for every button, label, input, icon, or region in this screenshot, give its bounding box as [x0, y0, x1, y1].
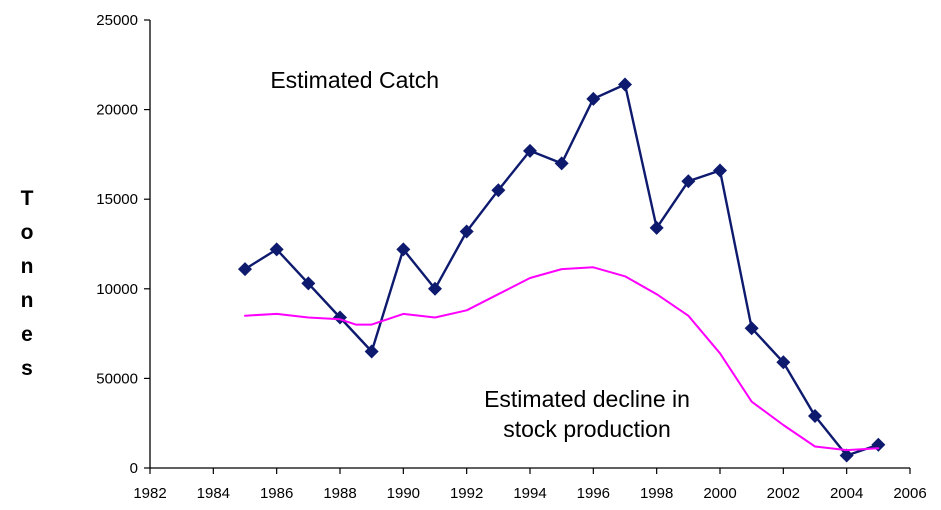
y-tick-label: 20000	[96, 102, 138, 119]
x-tick-label: 1996	[577, 485, 610, 502]
data-point-marker	[301, 276, 316, 291]
y-axis-label-letter: o	[21, 221, 34, 244]
x-tick-label: 2000	[703, 485, 736, 502]
x-tick-label: 1998	[640, 485, 673, 502]
y-tick-label: 50000	[96, 370, 138, 387]
data-point-marker	[744, 321, 759, 336]
x-tick-label: 1992	[450, 485, 483, 502]
data-point-marker	[364, 344, 379, 359]
y-axis-label-letter: T	[21, 187, 34, 210]
series-line-2	[244, 266, 880, 452]
data-point-marker	[713, 163, 727, 178]
chart-axes	[144, 19, 911, 474]
annotation-text: Estimated decline in	[484, 386, 690, 412]
x-tick-label: 1994	[513, 485, 546, 502]
y-axis-label-letter: n	[21, 255, 34, 278]
y-tick-label: 15000	[96, 191, 138, 208]
data-point-marker	[554, 156, 569, 171]
x-tick-label: 2002	[767, 485, 800, 502]
y-tick-label: 0	[130, 460, 138, 477]
x-tick-label: 2004	[830, 485, 863, 502]
data-point-marker	[808, 409, 822, 424]
x-tick-label: 1990	[387, 485, 420, 502]
data-point-marker	[776, 355, 791, 370]
data-point-marker	[586, 91, 601, 106]
data-point-marker	[618, 77, 632, 92]
data-point-marker	[428, 281, 442, 296]
y-tick-label: 25000	[96, 12, 138, 29]
annotation-text: stock production	[503, 416, 670, 442]
y-tick-label: 10000	[96, 281, 138, 298]
data-point-marker	[459, 224, 474, 239]
x-tick-label: 1982	[133, 485, 166, 502]
data-point-marker	[523, 143, 537, 158]
data-point-marker	[871, 437, 886, 452]
data-point-marker	[238, 262, 252, 277]
data-point-marker	[839, 448, 854, 463]
x-tick-label: 2006	[893, 485, 926, 502]
y-axis-label-letter: s	[21, 357, 33, 380]
y-axis-label-letter: n	[21, 289, 34, 312]
x-tick-label: 1986	[260, 485, 293, 502]
data-point-marker	[269, 242, 284, 257]
data-point-marker	[491, 183, 506, 198]
x-tick-label: 1984	[197, 485, 230, 502]
chart-labels: 0 50000 10000 15000 20000 25000 1982 1984 1986 19…	[21, 12, 927, 502]
data-point-marker	[396, 242, 411, 257]
data-point-marker	[681, 174, 696, 189]
y-axis-label-letter: e	[21, 323, 33, 346]
chart-series	[238, 77, 886, 463]
x-tick-label: 1988	[323, 485, 356, 502]
annotation-text: Estimated Catch	[270, 67, 439, 93]
data-point-marker	[649, 220, 664, 235]
